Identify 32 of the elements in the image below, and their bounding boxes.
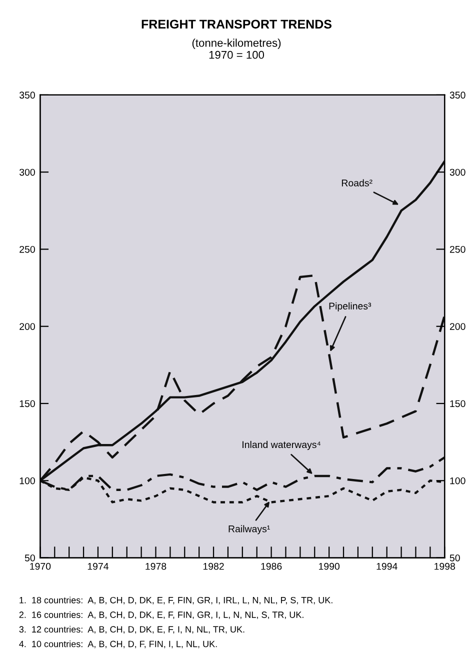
text: 1. 18 countries: A, B, CH, D, DK, E, F, FIN, GR, I, IRL, L, N, NL, P, S, TR, UK. [20, 596, 332, 604]
x-tick-label: 1994 [376, 562, 398, 570]
x-tick-label: 1998 [434, 562, 456, 570]
y-tick-label: 50 [24, 554, 35, 562]
y2-tick-label: 200 [450, 323, 466, 330]
y-tick-label: 300 [19, 168, 35, 176]
y-tick-label: 200 [20, 323, 35, 330]
text: 3. 12 countries: A, B, CH, D, DK, E, F, I, N, NL, TR, UK. [19, 626, 244, 634]
x-tick-label: 1986 [261, 562, 282, 570]
annotation: Inland waterways⁴ [242, 440, 320, 450]
x-tick-label: 1974 [88, 562, 109, 570]
chart-subtitle: (tonne-kilometres) 1970 = 100 [192, 38, 281, 59]
y2-tick-label: 50 [450, 554, 460, 562]
text: 4. 10 countries: A, B, CH, D, F, FIN, I, L, NL, UK. [19, 640, 217, 648]
annotation: Pipelines³ [329, 302, 372, 312]
x-tick-label: 1970 [30, 562, 51, 570]
y2-tick-label: 250 [450, 246, 466, 253]
y2-tick-label: 300 [450, 168, 466, 176]
y-tick-label: 150 [20, 400, 35, 408]
y2-tick-label: 350 [450, 92, 466, 99]
x-tick-label: 1990 [319, 562, 340, 570]
text: 2. 16 countries: A, B, CH, D, DK, E, F, FIN, GR, I, L, N, NL, S, TR, UK. [19, 611, 304, 620]
annotation: Railways¹ [228, 525, 270, 534]
x-tick-label: 1982 [203, 562, 224, 570]
y-tick-label: 250 [20, 246, 35, 253]
annotation: Roads² [342, 179, 372, 186]
y-tick-label: 100 [20, 477, 35, 484]
y2-tick-label: 100 [450, 477, 466, 484]
x-tick-label: 1978 [146, 562, 166, 570]
chart-title: FREIGHT TRANSPORT TRENDS [142, 20, 332, 29]
y2-tick-label: 150 [450, 400, 466, 408]
y-tick-label: 350 [19, 92, 35, 99]
